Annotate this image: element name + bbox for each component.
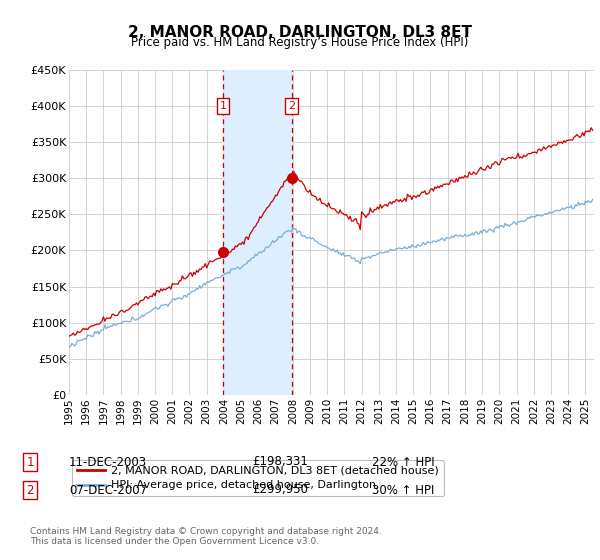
Text: 2: 2 xyxy=(288,101,295,111)
Text: £198,331: £198,331 xyxy=(252,455,308,469)
Text: 1: 1 xyxy=(26,455,34,469)
Text: 11-DEC-2003: 11-DEC-2003 xyxy=(69,455,147,469)
Text: Contains HM Land Registry data © Crown copyright and database right 2024.
This d: Contains HM Land Registry data © Crown c… xyxy=(30,526,382,546)
Text: 1: 1 xyxy=(220,101,226,111)
Bar xyxy=(223,70,292,395)
Text: Price paid vs. HM Land Registry’s House Price Index (HPI): Price paid vs. HM Land Registry’s House … xyxy=(131,36,469,49)
Text: 22% ↑ HPI: 22% ↑ HPI xyxy=(372,455,434,469)
Legend: 2, MANOR ROAD, DARLINGTON, DL3 8ET (detached house), HPI: Average price, detache: 2, MANOR ROAD, DARLINGTON, DL3 8ET (deta… xyxy=(72,460,444,496)
Text: 30% ↑ HPI: 30% ↑ HPI xyxy=(372,483,434,497)
Text: £299,950: £299,950 xyxy=(252,483,308,497)
Text: 07-DEC-2007: 07-DEC-2007 xyxy=(69,483,147,497)
Text: 2: 2 xyxy=(26,483,34,497)
Text: 2, MANOR ROAD, DARLINGTON, DL3 8ET: 2, MANOR ROAD, DARLINGTON, DL3 8ET xyxy=(128,25,472,40)
